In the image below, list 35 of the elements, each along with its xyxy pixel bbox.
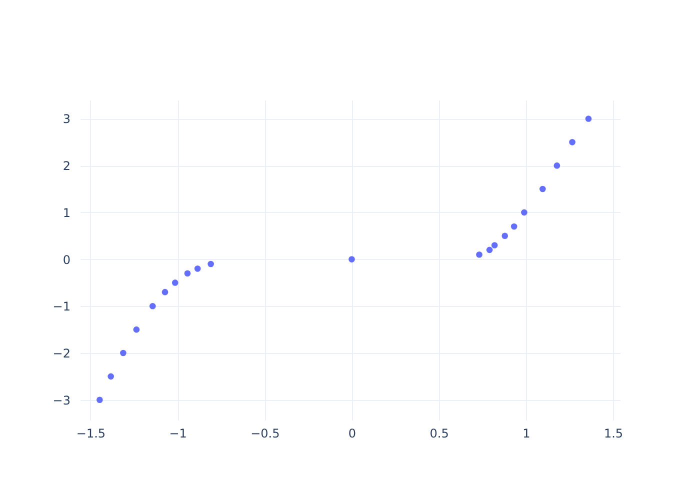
point bbox=[120, 350, 126, 356]
y-tick-label: −2 bbox=[52, 346, 70, 360]
point bbox=[569, 139, 576, 146]
point bbox=[491, 242, 498, 248]
point bbox=[172, 280, 178, 286]
y-tick-label: 3 bbox=[62, 112, 70, 126]
point bbox=[162, 288, 168, 296]
point bbox=[554, 162, 560, 169]
point bbox=[108, 373, 114, 380]
x-tick-label: 1.5 bbox=[604, 426, 624, 440]
point bbox=[208, 260, 214, 268]
x-tick-label: −1 bbox=[169, 426, 187, 440]
point bbox=[149, 302, 156, 310]
x-tick-label: 0 bbox=[348, 426, 356, 440]
point bbox=[539, 186, 546, 192]
y-tick-label: 0 bbox=[62, 252, 70, 267]
point bbox=[194, 266, 201, 272]
x-tick-label: −1.5 bbox=[76, 426, 106, 440]
point bbox=[476, 251, 482, 258]
point bbox=[96, 396, 103, 404]
point bbox=[502, 232, 508, 240]
y-tick-label: 1 bbox=[62, 206, 70, 220]
y-tick-label: 2 bbox=[62, 159, 70, 174]
y-tick-label: −3 bbox=[52, 393, 70, 408]
x-tick-label: 0.5 bbox=[430, 426, 449, 440]
y-tick-label: −1 bbox=[52, 300, 70, 314]
point bbox=[133, 326, 140, 333]
point bbox=[510, 223, 518, 230]
point bbox=[585, 116, 592, 122]
point bbox=[184, 270, 191, 277]
point bbox=[486, 246, 493, 254]
x-tick-label: 1 bbox=[522, 426, 530, 440]
point bbox=[348, 256, 355, 262]
point bbox=[521, 209, 528, 216]
x-tick-label: −0.5 bbox=[250, 426, 280, 440]
